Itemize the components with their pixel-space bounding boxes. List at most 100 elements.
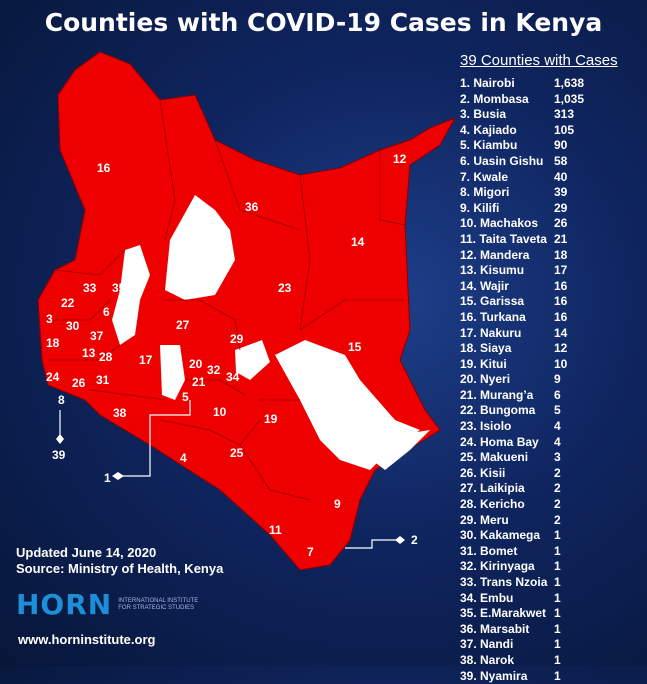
map-label: 32 <box>207 363 221 377</box>
county-name: 38. Narok <box>460 652 515 667</box>
county-borders <box>45 63 406 501</box>
map-label: 34 <box>226 370 240 384</box>
county-name: 4. Kajiado <box>460 122 517 137</box>
county-cases: 4 <box>554 419 561 434</box>
county-row: 13. Kisumu 17 <box>460 263 640 279</box>
map-label: 13 <box>82 346 96 360</box>
baringo-region <box>160 345 185 400</box>
county-cases: 6 <box>554 387 561 402</box>
county-cases: 40 <box>554 169 568 184</box>
map-labels: 1 2 3 4 5 6 7 8 9 10 11 12 13 14 15 16 1… <box>46 152 418 559</box>
county-cases: 1 <box>554 559 561 574</box>
county-cases: 29 <box>554 200 568 215</box>
map-label: 31 <box>96 373 110 387</box>
map-label: 22 <box>61 296 75 310</box>
county-name: 13. Kisumu <box>460 263 525 278</box>
county-name: 29. Meru <box>460 512 509 527</box>
map-label: 26 <box>72 376 86 390</box>
county-cases: 1 <box>554 621 561 636</box>
map-label: 20 <box>189 357 203 371</box>
county-row: 17. Nakuru 14 <box>460 326 640 342</box>
county-name: 9. Kilifi <box>460 200 500 215</box>
map-label: 3 <box>46 312 53 326</box>
county-name: 20. Nyeri <box>460 372 511 387</box>
website-link[interactable]: www.horninstitute.org <box>18 632 156 647</box>
county-cases: 1 <box>554 543 561 558</box>
county-row: 3. Busia 313 <box>460 107 640 123</box>
county-row: 5. Kiambu 90 <box>460 138 640 154</box>
pointer-39 <box>56 434 64 444</box>
county-cases: 2 <box>554 481 561 496</box>
map-label: 36 <box>245 200 259 214</box>
county-name: 6. Uasin Gishu <box>460 153 544 168</box>
county-row: 27. Laikipia 2 <box>460 481 640 497</box>
county-row: 25. Makueni 3 <box>460 450 640 466</box>
map-label: 5 <box>182 390 189 404</box>
county-row: 22. Bungoma 5 <box>460 403 640 419</box>
county-name: 28. Kericho <box>460 497 525 512</box>
map-label: 15 <box>348 340 362 354</box>
map-label: 19 <box>264 412 278 426</box>
county-name: 31. Bomet <box>460 543 518 558</box>
county-case-list: 39 Counties with Cases 1. Nairobi 1,638 2.… <box>460 52 640 684</box>
county-row: 34. Embu 1 <box>460 591 640 607</box>
county-name: 8. Migori <box>460 185 510 200</box>
map-label: 30 <box>66 319 80 333</box>
county-row: 26. Kisii 2 <box>460 466 640 482</box>
map-label: 39 <box>52 448 66 462</box>
county-row: 8. Migori 39 <box>460 185 640 201</box>
county-cases: 313 <box>554 107 575 122</box>
county-name: 33. Trans Nzoia <box>460 575 548 589</box>
map-label: 18 <box>46 336 60 350</box>
map-label: 33 <box>83 281 97 295</box>
county-name: 17. Nakuru <box>460 325 522 340</box>
west-pokot-region <box>112 245 150 345</box>
source-text: Source: Ministry of Health, Kenya <box>16 561 224 576</box>
map-label: 6 <box>103 305 110 319</box>
county-cases: 1 <box>554 590 561 605</box>
county-row: 9. Kilifi 29 <box>460 201 640 217</box>
county-row: 37. Nandi 1 <box>460 637 640 653</box>
county-cases: 10 <box>554 356 568 371</box>
county-row: 10. Machakos 26 <box>460 216 640 232</box>
county-row: 15. Garissa 16 <box>460 294 640 310</box>
county-name: 5. Kiambu <box>460 138 518 153</box>
map-label: 1 <box>104 471 111 485</box>
county-cases: 26 <box>554 216 568 231</box>
map-label: 29 <box>230 332 244 346</box>
county-cases: 1,035 <box>554 91 585 106</box>
county-row: 29. Meru 2 <box>460 513 640 529</box>
county-name: 11. Taita Taveta <box>460 231 547 246</box>
map-label: 16 <box>97 161 111 175</box>
county-cases: 1 <box>554 528 561 543</box>
county-cases: 1 <box>554 637 561 652</box>
county-row: 21. Murang’a 6 <box>460 388 640 404</box>
county-name: 14. Wajir <box>460 278 509 293</box>
logo-subtitle: International Institute for Strategic St… <box>118 597 199 611</box>
map-label: 14 <box>351 235 365 249</box>
tharaka-region <box>235 340 270 380</box>
county-cases: 16 <box>554 294 568 309</box>
map-label: 12 <box>393 152 407 166</box>
tana-river-region <box>275 340 420 470</box>
county-row: 1. Nairobi 1,638 <box>460 76 640 92</box>
county-row: 18. Siaya 12 <box>460 341 640 357</box>
pointer-1 <box>112 472 124 480</box>
county-name: 35. E.Marakwet <box>460 606 547 621</box>
county-row: 38. Narok 1 <box>460 653 640 669</box>
county-name: 1. Nairobi <box>460 76 515 90</box>
horn-logo: HORN International Institute for Strateg… <box>16 588 198 621</box>
county-name: 36. Marsabit <box>460 621 530 636</box>
county-row: 39. Nyamira 1 <box>460 669 640 684</box>
county-name: 22. Bungoma <box>460 403 536 418</box>
county-row: 16. Turkana 16 <box>460 310 640 326</box>
county-name: 16. Turkana <box>460 309 526 324</box>
county-cases: 21 <box>554 231 568 246</box>
county-cases: 105 <box>554 122 575 137</box>
county-name: 21. Murang’a <box>460 387 534 402</box>
county-name: 26. Kisii <box>460 465 506 480</box>
county-row: 30. Kakamega 1 <box>460 528 640 544</box>
county-cases: 16 <box>554 309 568 324</box>
logo-wordmark: HORN <box>16 588 113 621</box>
county-row: 4. Kajiado 105 <box>460 123 640 139</box>
